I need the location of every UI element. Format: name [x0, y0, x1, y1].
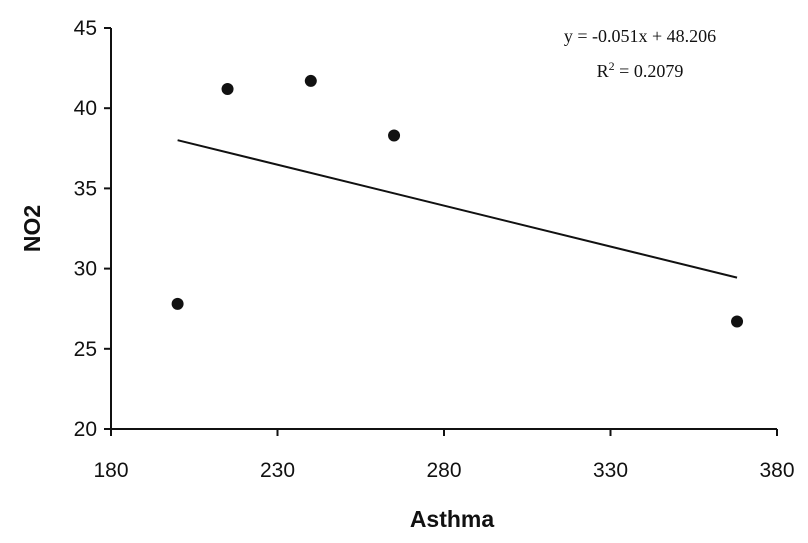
r-squared-annotation: R2 = 0.2079	[597, 59, 684, 81]
x-tick-label: 180	[93, 459, 128, 482]
y-axis-title: NO2	[19, 205, 45, 252]
r-squared-superscript: 2	[609, 59, 615, 73]
x-tick-label: 230	[260, 459, 295, 482]
data-point	[731, 315, 744, 328]
data-point	[221, 82, 234, 95]
trendline-group	[177, 139, 738, 279]
x-tick-label: 380	[759, 459, 794, 482]
r-squared-value: = 0.2079	[615, 61, 684, 81]
y-tick-label: 25	[74, 338, 97, 361]
trendline	[177, 139, 738, 279]
y-tick-label: 30	[74, 258, 97, 281]
data-points	[171, 74, 744, 328]
y-ticks: 20 25 30 35 40 45	[74, 17, 111, 441]
x-tick-label: 330	[593, 459, 628, 482]
y-tick-label: 35	[74, 177, 97, 200]
x-ticks: 180 230 280 330 380	[93, 429, 795, 482]
r-squared-symbol: R	[597, 61, 609, 81]
axes	[110, 28, 777, 430]
data-point	[171, 297, 184, 310]
x-tick-label: 280	[426, 459, 461, 482]
y-tick-label: 40	[74, 97, 97, 120]
data-point	[304, 74, 317, 87]
y-tick-label: 45	[74, 17, 97, 40]
y-tick-label: 20	[74, 418, 97, 441]
trendline-equation: y = -0.051x + 48.206	[564, 26, 716, 46]
x-axis-title: Asthma	[410, 506, 495, 532]
data-point	[388, 129, 401, 142]
